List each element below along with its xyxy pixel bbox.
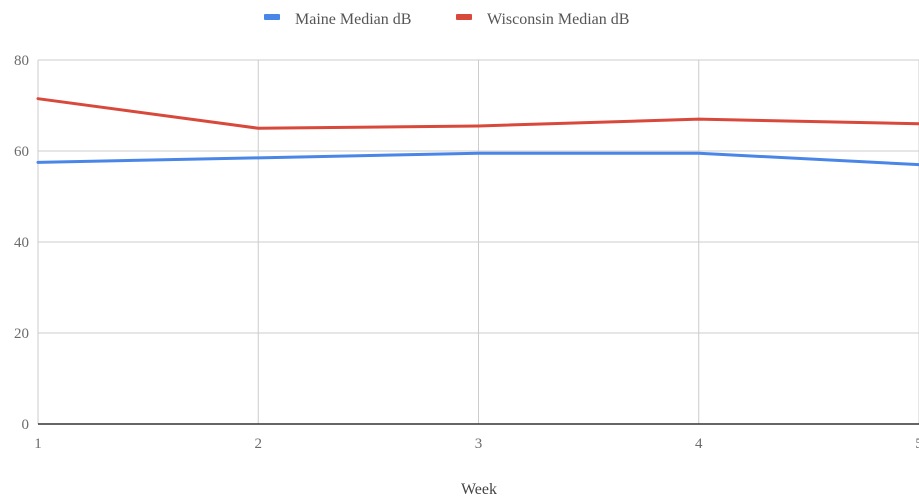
y-tick-label: 80 <box>14 53 29 69</box>
x-axis-ticks: 1 2 3 4 5 <box>34 436 919 452</box>
data-point <box>696 116 702 122</box>
y-tick-label: 0 <box>22 417 30 433</box>
legend-item-wisconsin: Wisconsin Median dB <box>456 11 629 28</box>
series-line-maine <box>36 151 919 167</box>
data-point <box>476 150 482 156</box>
series-line-wisconsin <box>36 97 919 130</box>
data-point <box>35 96 41 102</box>
data-point <box>35 159 41 165</box>
x-axis-title: Week <box>461 481 497 498</box>
data-point <box>255 155 261 161</box>
x-tick-label: 4 <box>695 436 703 452</box>
y-tick-label: 40 <box>14 235 29 251</box>
data-point <box>696 150 702 156</box>
legend-item-maine: Maine Median dB <box>264 11 411 28</box>
y-tick-label: 60 <box>14 144 29 160</box>
x-tick-label: 2 <box>255 436 263 452</box>
y-axis-ticks: 0 20 40 60 80 <box>14 53 29 433</box>
legend-label-maine: Maine Median dB <box>295 11 411 28</box>
legend-label-wisconsin: Wisconsin Median dB <box>487 11 629 28</box>
y-tick-label: 20 <box>14 326 29 342</box>
data-point <box>255 125 261 131</box>
legend: Maine Median dB Wisconsin Median dB <box>264 11 629 28</box>
legend-swatch-wisconsin <box>456 14 472 20</box>
x-tick-label: 5 <box>915 436 919 452</box>
legend-swatch-maine <box>264 14 280 20</box>
grid <box>37 59 919 424</box>
x-tick-label: 3 <box>475 436 483 452</box>
series-layer <box>35 96 919 167</box>
data-point <box>476 123 482 129</box>
x-tick-label: 1 <box>34 436 42 452</box>
